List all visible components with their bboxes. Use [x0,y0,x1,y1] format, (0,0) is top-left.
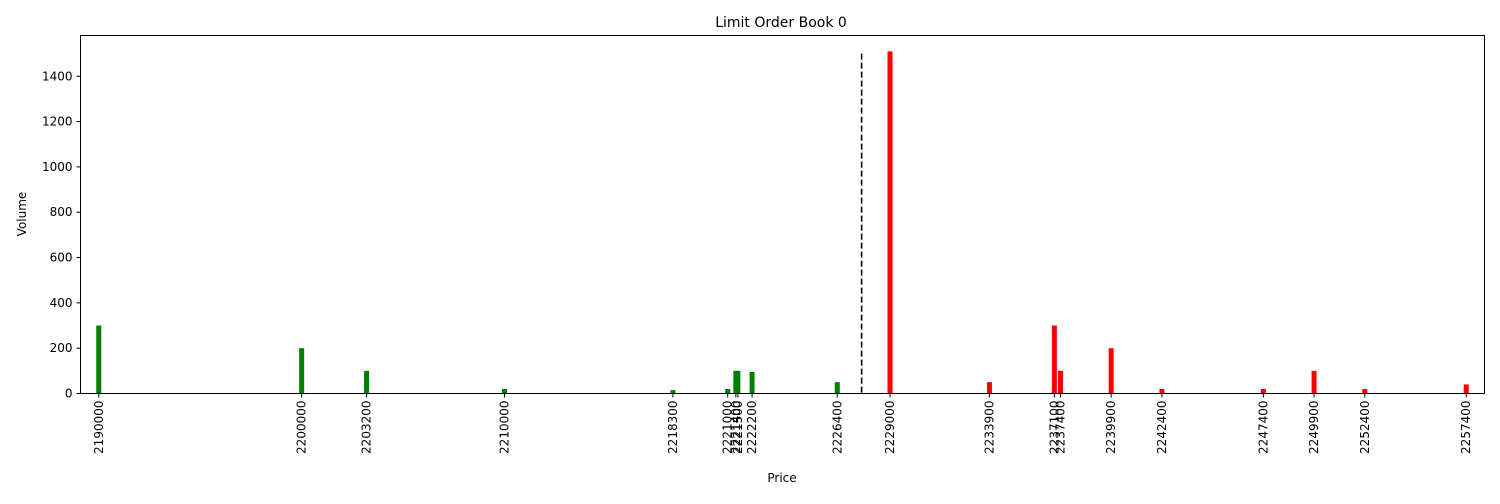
ask-bar [1311,370,1317,394]
x-tick-label: 2252400 [1358,401,1372,454]
x-tick-label: 2218300 [666,401,680,454]
bid-bar [749,371,755,394]
y-tick-label: 600 [50,251,73,265]
plot-frame [80,35,1485,394]
ask-bar [1051,325,1057,394]
x-tick-label: 2237400 [1053,401,1067,454]
x-tick-label: 2210000 [498,401,512,454]
ask-bar [1362,388,1368,394]
ask-bar [1463,384,1469,394]
y-tick-label: 0 [65,387,73,401]
bid-bar [670,390,676,394]
bid-bar [364,370,370,394]
bid-bar [735,370,741,394]
bid-bar [299,348,305,394]
x-tick-label: 2221000 [721,401,735,454]
x-tick-label: 2190000 [92,401,106,454]
x-tick-label: 2221500 [731,401,745,454]
y-tick-label: 1200 [42,115,73,129]
ask-bar [1159,388,1165,394]
plot-area: 0 200 400 600 800 1000 1200 1400 2190000 2200000 2… [42,51,1473,454]
bid-bar [96,325,102,394]
x-tick-label: 2200000 [295,401,309,454]
y-tick-label: 200 [50,341,73,355]
x-tick-label: 2247400 [1256,401,1270,454]
bid-bar [834,382,840,394]
y-tick-label: 400 [50,296,73,310]
ask-bar [1260,388,1266,394]
x-tick-label: 2222200 [745,401,759,454]
x-tick-label: 2249900 [1307,401,1321,454]
y-axis-label: Volume [15,192,29,237]
ask-bar [887,51,893,394]
x-tick-label: 2226400 [830,401,844,454]
x-tick-label: 2203200 [360,401,374,454]
x-tick-label: 2242400 [1155,401,1169,454]
ask-bar [1108,348,1114,394]
y-tick-label: 1000 [42,160,73,174]
y-tick-label: 800 [50,205,73,219]
x-tick-label: 2221400 [729,401,743,454]
ask-bar [1057,370,1063,394]
x-tick-label: 2229000 [883,401,897,454]
y-tick-label: 1400 [42,69,73,83]
x-axis-label: Price [767,471,796,485]
chart-title: Limit Order Book 0 [715,15,847,31]
x-tick-label: 2233900 [982,401,996,454]
bid-bar [725,388,731,394]
x-tick-label: 2257400 [1459,401,1473,454]
bid-bar [502,388,508,394]
x-tick-label: 2237100 [1047,401,1061,454]
x-tick-label: 2239900 [1104,401,1118,454]
ask-bar [986,382,992,394]
